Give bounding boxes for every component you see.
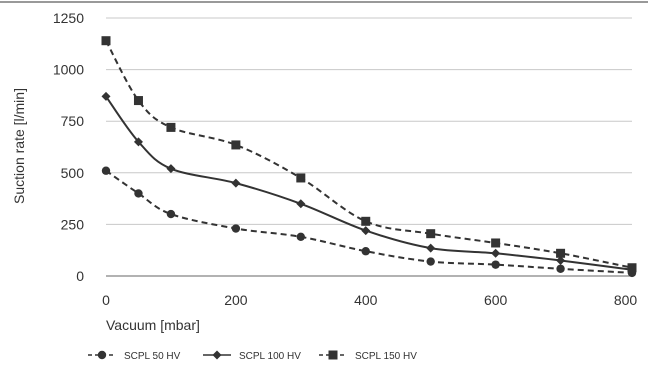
square-marker <box>627 263 637 273</box>
circle-marker <box>296 232 306 241</box>
circle-marker <box>166 209 176 219</box>
series-layer <box>101 36 637 278</box>
legend-item: SCPL 100 HV <box>203 350 301 362</box>
square-marker <box>361 216 371 226</box>
square-marker <box>556 248 566 258</box>
diamond-marker <box>296 199 306 209</box>
x-tick-label: 800 <box>614 292 638 308</box>
diamond-marker <box>166 164 176 174</box>
circle-marker <box>491 260 500 269</box>
grid-lines <box>106 17 632 277</box>
x-axis-title: Vacuum [mbar] <box>106 317 200 333</box>
diamond-marker <box>231 178 241 188</box>
circle-marker <box>134 189 143 198</box>
x-tick-label: 600 <box>484 292 508 308</box>
series-line <box>105 169 633 274</box>
circle-marker <box>361 247 370 256</box>
y-tick-label: 0 <box>76 268 84 284</box>
square-marker <box>426 229 436 239</box>
square-marker <box>296 173 306 183</box>
legend: SCPL 50 HV SCPL 100 HV SCPL 150 HV <box>88 350 417 362</box>
y-axis-title: Suction rate [l/min] <box>11 88 27 204</box>
square-marker <box>328 350 338 360</box>
series-line <box>105 95 633 271</box>
square-marker <box>101 36 111 46</box>
legend-label: SCPL 100 HV <box>239 351 301 362</box>
series-scpl-100-hv <box>101 91 637 275</box>
diamond-marker <box>133 137 143 147</box>
square-marker <box>491 238 501 248</box>
x-tick-label: 400 <box>354 292 378 308</box>
y-tick-label: 750 <box>61 113 85 129</box>
x-tick-labels: 0 200 400 600 800 <box>102 292 637 308</box>
circle-marker <box>97 350 107 360</box>
diamond-marker <box>556 256 566 266</box>
diamond-marker <box>426 243 436 253</box>
square-marker <box>166 122 176 132</box>
y-tick-labels: 0 250 500 750 1000 1250 <box>53 10 84 284</box>
diamond-marker <box>491 248 501 258</box>
series-line <box>105 40 633 269</box>
y-tick-label: 250 <box>61 216 85 232</box>
x-tick-label: 0 <box>102 292 110 308</box>
circle-marker <box>101 166 111 175</box>
y-tick-label: 500 <box>61 165 85 181</box>
circle-marker <box>231 224 241 233</box>
diamond-marker <box>361 226 371 236</box>
diamond-marker <box>212 350 222 360</box>
square-marker <box>133 96 143 106</box>
circle-marker <box>426 257 435 266</box>
legend-item: SCPL 50 HV <box>88 350 181 362</box>
y-tick-label: 1000 <box>53 62 84 78</box>
x-tick-label: 200 <box>224 292 248 308</box>
legend-label: SCPL 150 HV <box>355 351 417 362</box>
diamond-marker <box>101 91 111 101</box>
circle-marker <box>556 264 565 273</box>
y-tick-label: 1250 <box>53 10 84 26</box>
legend-item: SCPL 150 HV <box>319 350 417 362</box>
legend-label: SCPL 50 HV <box>124 351 181 362</box>
square-marker <box>231 140 241 150</box>
series-scpl-150-hv <box>101 36 637 273</box>
